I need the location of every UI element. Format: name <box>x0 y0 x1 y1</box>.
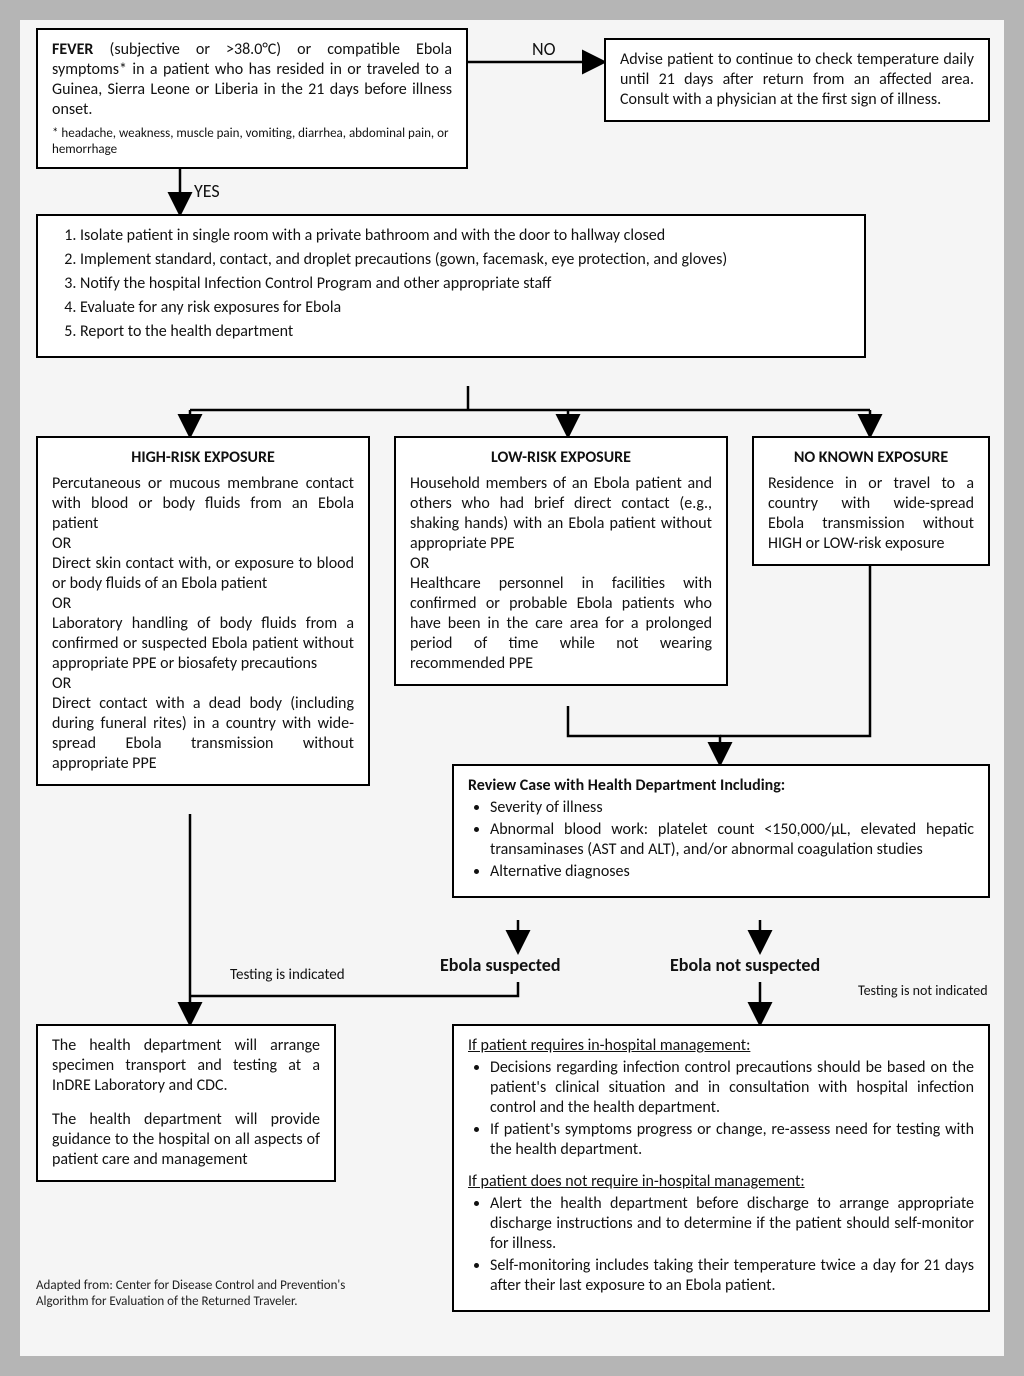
fever-footnote: * headache, weakness, muscle pain, vomit… <box>52 126 452 157</box>
label-yes: YES <box>194 180 220 202</box>
notsusp-h1: If patient requires in-hospital manageme… <box>468 1036 974 1056</box>
high-risk-body: Percutaneous or mucous membrane contact … <box>52 474 354 774</box>
node-review: Review Case with Health Department Inclu… <box>452 764 990 898</box>
low-risk-title: LOW-RISK EXPOSURE <box>410 448 712 468</box>
review-bullet: Abnormal blood work: platelet count <150… <box>490 820 974 860</box>
review-bullet: Alternative diagnoses <box>490 862 974 882</box>
isolate-step: Isolate patient in single room with a pr… <box>80 226 850 246</box>
node-no-exposure: NO KNOWN EXPOSURE Residence in or travel… <box>752 436 990 566</box>
node-health-dept: The health department will arrange speci… <box>36 1024 336 1182</box>
isolate-step: Evaluate for any risk exposures for Ebol… <box>80 298 850 318</box>
isolate-steps-list: Isolate patient in single room with a pr… <box>52 226 850 342</box>
node-not-suspected: If patient requires in-hospital manageme… <box>452 1024 990 1312</box>
health-dept-p1: The health department will arrange speci… <box>52 1036 320 1096</box>
notsusp-bullet: If patient's symptoms progress or change… <box>490 1120 974 1160</box>
node-fever: FEVER (subjective or >38.0°C) or compati… <box>36 28 468 169</box>
notsusp-bullet: Alert the health department before disch… <box>490 1194 974 1254</box>
node-advise: Advise patient to continue to check temp… <box>604 38 990 122</box>
review-bullets: Severity of illnessAbnormal blood work: … <box>468 798 974 882</box>
isolate-step: Notify the hospital Infection Control Pr… <box>80 274 850 294</box>
label-ebola-suspected: Ebola suspected <box>440 954 561 976</box>
flowchart-canvas: FEVER (subjective or >38.0°C) or compati… <box>20 20 1004 1356</box>
node-isolate: Isolate patient in single room with a pr… <box>36 214 866 358</box>
notsusp-bullet: Decisions regarding infection control pr… <box>490 1058 974 1118</box>
notsusp-bullets-2: Alert the health department before disch… <box>468 1194 974 1296</box>
fever-text: FEVER (subjective or >38.0°C) or compati… <box>52 40 452 120</box>
label-testing-not-indicated: Testing is not indicated <box>858 982 988 999</box>
label-testing-indicated: Testing is indicated <box>230 966 345 984</box>
source-note: Adapted from: Center for Disease Control… <box>36 1278 356 1311</box>
high-risk-title: HIGH-RISK EXPOSURE <box>52 448 354 468</box>
no-exposure-text: Residence in or travel to a country with… <box>768 474 974 554</box>
node-low-risk: LOW-RISK EXPOSURE Household members of a… <box>394 436 728 686</box>
isolate-step: Implement standard, contact, and droplet… <box>80 250 850 270</box>
notsusp-bullet: Self-monitoring includes taking their te… <box>490 1256 974 1296</box>
no-exposure-title: NO KNOWN EXPOSURE <box>768 448 974 468</box>
label-no: NO <box>532 38 556 60</box>
review-title: Review Case with Health Department Inclu… <box>468 776 974 796</box>
isolate-step: Report to the health department <box>80 322 850 342</box>
notsusp-h2: If patient does not require in-hospital … <box>468 1172 974 1192</box>
health-dept-p2: The health department will provide guida… <box>52 1110 320 1170</box>
low-risk-body: Household members of an Ebola patient an… <box>410 474 712 674</box>
label-ebola-not-suspected: Ebola not suspected <box>670 954 820 976</box>
node-high-risk: HIGH-RISK EXPOSURE Percutaneous or mucou… <box>36 436 370 786</box>
review-bullet: Severity of illness <box>490 798 974 818</box>
notsusp-bullets-1: Decisions regarding infection control pr… <box>468 1058 974 1160</box>
